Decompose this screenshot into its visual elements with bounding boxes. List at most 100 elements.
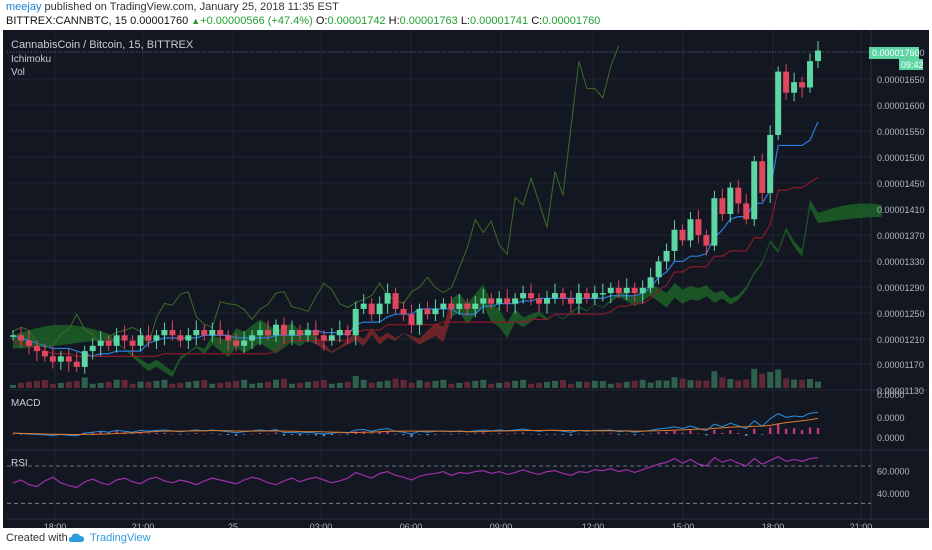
candle-body bbox=[719, 198, 726, 214]
candle-body bbox=[344, 330, 351, 336]
volume-bar bbox=[225, 381, 232, 388]
macd-histogram-bar bbox=[721, 432, 724, 434]
candle-body bbox=[312, 330, 319, 336]
macd-histogram-bar bbox=[258, 433, 262, 434]
volume-bar bbox=[265, 381, 272, 388]
chart-svg[interactable]: 18:00 21:00 25 03:00 06:00 09:00 12:00 15:00 18:… bbox=[3, 30, 929, 535]
macd-axis-label: 0.0000 bbox=[877, 433, 905, 443]
volume-bar bbox=[105, 381, 112, 388]
candle-body bbox=[775, 71, 782, 135]
candle-body bbox=[265, 330, 272, 336]
macd-histogram-bar bbox=[625, 433, 628, 435]
volume-bar bbox=[320, 379, 327, 388]
candle-body bbox=[233, 340, 240, 346]
volume-bar bbox=[81, 377, 88, 388]
volume-bar bbox=[679, 378, 686, 388]
volume-bar bbox=[137, 381, 144, 388]
price-axis-label: 0.00001410 bbox=[877, 205, 925, 215]
macd-histogram-bar bbox=[513, 433, 517, 434]
candle-body bbox=[41, 351, 48, 357]
rsi-axis-label: 40.0000 bbox=[877, 489, 910, 499]
macd-histogram-bar bbox=[171, 433, 174, 435]
candle-body bbox=[488, 298, 495, 304]
volume-bar bbox=[49, 383, 56, 388]
macd-histogram-bar bbox=[705, 434, 708, 436]
macd-histogram-bar bbox=[450, 434, 453, 435]
volume-bar bbox=[153, 380, 160, 388]
volume-bar bbox=[799, 379, 806, 388]
macd-histogram-bar bbox=[11, 434, 15, 435]
macd-histogram-bar bbox=[521, 432, 525, 434]
chart-area[interactable]: 18:00 21:00 25 03:00 06:00 09:00 12:00 15:00 18:… bbox=[3, 30, 929, 535]
volume-bar bbox=[376, 381, 383, 388]
macd-histogram-bar bbox=[330, 434, 334, 436]
candle-body bbox=[49, 356, 56, 362]
volume-bar bbox=[249, 383, 256, 388]
volume-bar bbox=[193, 380, 200, 388]
high-label: H: bbox=[388, 15, 400, 27]
macd-histogram-bar bbox=[250, 433, 254, 435]
macd-histogram-bar bbox=[761, 434, 764, 435]
candle-body bbox=[201, 330, 208, 336]
volume-bar bbox=[599, 381, 606, 388]
price-axis-label: 0.00001550 bbox=[877, 127, 925, 137]
candle-body bbox=[631, 287, 638, 294]
ichimoku-label: Ichimoku bbox=[11, 54, 51, 65]
price-axis-label: 0.00001250 bbox=[877, 309, 925, 319]
macd-histogram-bar bbox=[242, 434, 246, 435]
grid bbox=[3, 30, 929, 535]
macd-histogram-bar bbox=[609, 433, 612, 434]
price-axis-label: 0.00001370 bbox=[877, 231, 925, 241]
macd-histogram-bar bbox=[665, 431, 668, 434]
macd-histogram-bar bbox=[322, 434, 326, 437]
macd-histogram-bar bbox=[418, 434, 421, 435]
volume-bar bbox=[575, 381, 582, 388]
published-text: published on TradingView.com, January 25… bbox=[44, 1, 339, 13]
volume-bar bbox=[121, 379, 128, 388]
candle-body bbox=[759, 161, 766, 193]
volume-bar bbox=[57, 382, 64, 388]
candle-body bbox=[559, 293, 566, 299]
candle-body bbox=[145, 335, 152, 341]
candle-body bbox=[153, 335, 160, 341]
volume-bar bbox=[416, 380, 423, 388]
price-axis-label: 0.00001600 bbox=[877, 101, 925, 111]
macd-axis-label: 0.0000 bbox=[877, 413, 905, 423]
macd-histogram-bar bbox=[545, 434, 549, 435]
volume-bar bbox=[711, 371, 718, 388]
macd-histogram-bar bbox=[219, 434, 222, 435]
macd-histogram-bar bbox=[601, 433, 605, 435]
volume-bar bbox=[767, 371, 774, 388]
macd-histogram-bar bbox=[617, 434, 620, 435]
volume-bar bbox=[751, 368, 758, 388]
macd-histogram-bar bbox=[91, 431, 94, 434]
candle-body bbox=[663, 250, 670, 262]
vol-label: Vol bbox=[11, 67, 25, 78]
volume-bar bbox=[528, 383, 535, 388]
rsi-pane bbox=[7, 455, 871, 504]
macd-histogram-bar bbox=[784, 428, 788, 434]
ichimoku-cloud bbox=[13, 199, 882, 378]
author-name[interactable]: meejay bbox=[6, 1, 42, 13]
candle-body bbox=[703, 235, 710, 246]
candle-body bbox=[480, 298, 487, 304]
volume-bar bbox=[567, 383, 574, 388]
candle-body bbox=[65, 356, 72, 362]
candle-body bbox=[520, 293, 527, 299]
volume-bar bbox=[209, 383, 216, 388]
chart-header: meejay published on TradingView.com, Jan… bbox=[0, 0, 932, 30]
time-axis-label: 09:00 bbox=[490, 522, 513, 532]
macd-histogram-bar bbox=[234, 434, 238, 436]
candle-body bbox=[320, 335, 327, 341]
macd-histogram-bar bbox=[553, 434, 557, 435]
candle-body bbox=[288, 330, 295, 336]
volume-bar bbox=[607, 383, 614, 388]
volume-bar bbox=[440, 379, 447, 388]
volume-bar bbox=[727, 379, 734, 388]
macd-histogram-bar bbox=[163, 432, 166, 434]
tradingview-brand[interactable]: TradingView bbox=[90, 532, 151, 544]
rsi-line bbox=[12, 455, 819, 489]
macd-histogram-bar bbox=[729, 430, 732, 434]
macd-histogram-bar bbox=[314, 434, 318, 436]
tenkan-line bbox=[12, 121, 819, 357]
